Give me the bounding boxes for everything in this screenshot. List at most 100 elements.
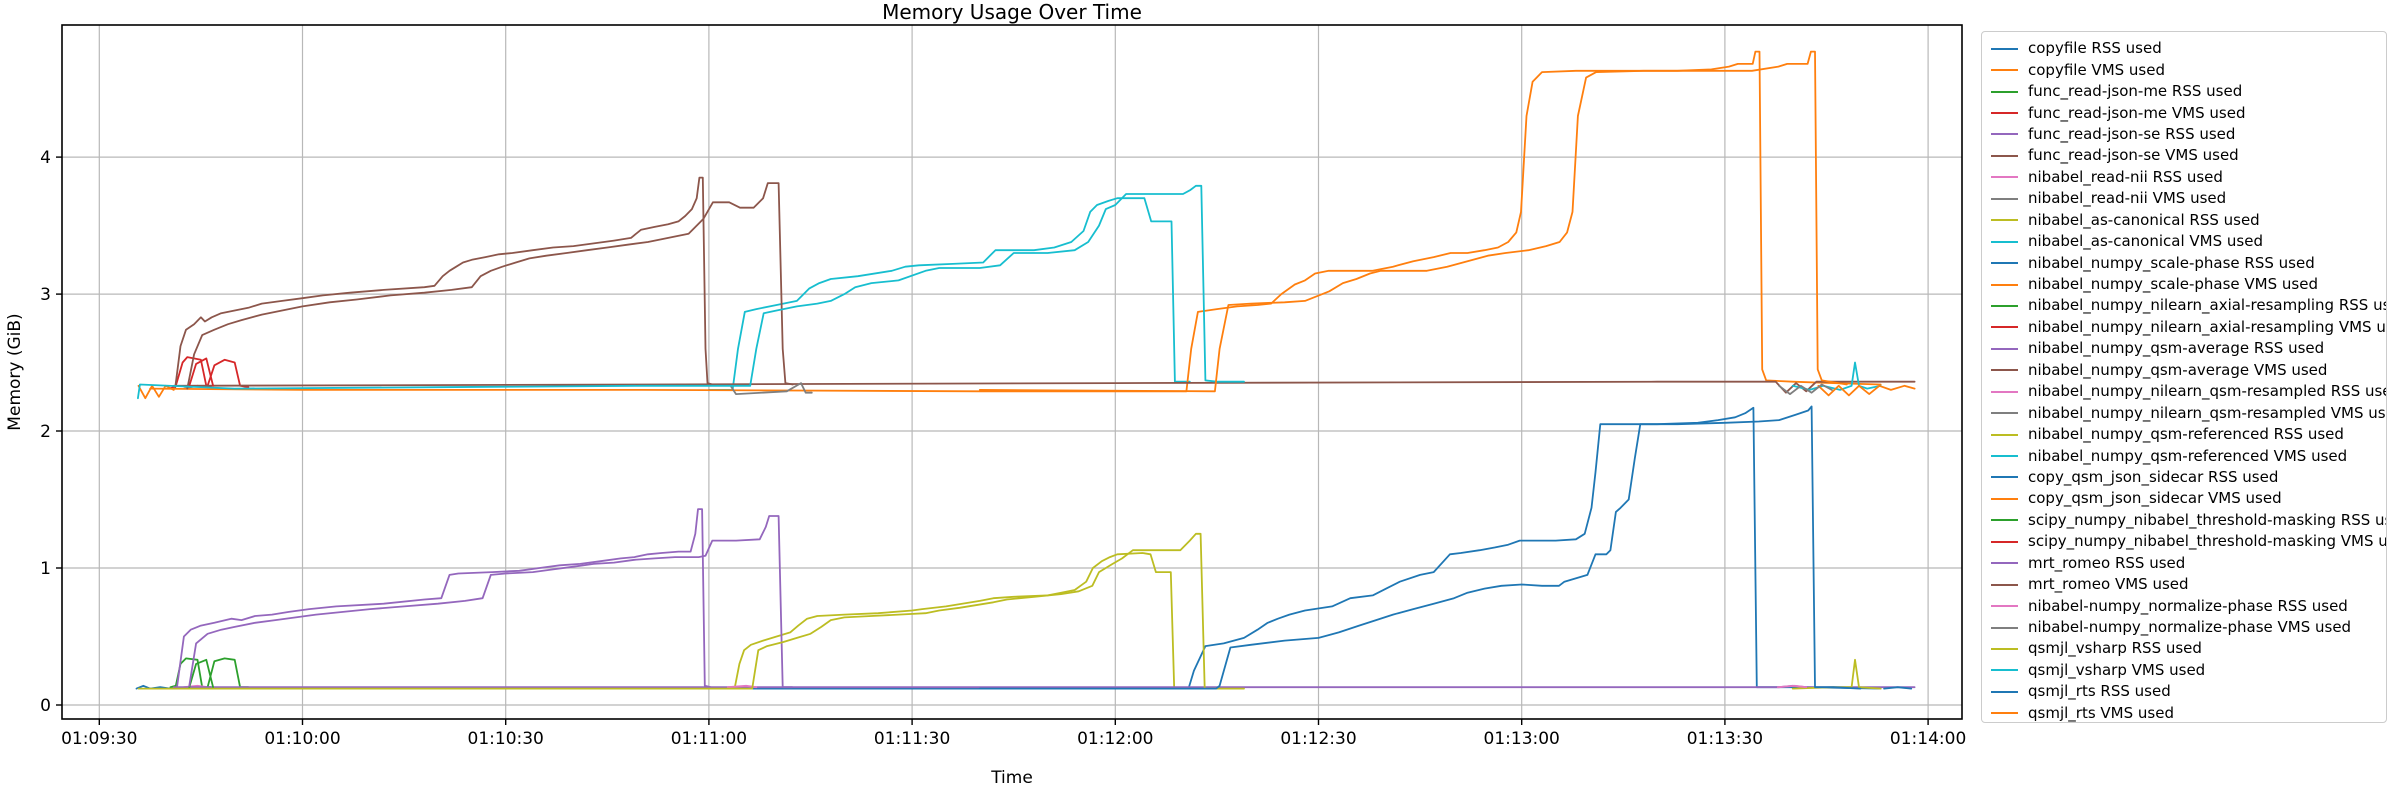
legend-item: nibabel_numpy_qsm-average RSS used xyxy=(1991,338,2386,359)
legend-swatch xyxy=(1991,605,2018,608)
legend-item: nibabel_numpy_scale-phase RSS used xyxy=(1991,252,2386,273)
plot-frame xyxy=(61,24,1963,720)
legend-swatch xyxy=(1991,197,2018,200)
chart-title: Memory Usage Over Time xyxy=(882,0,1142,24)
legend-item: nibabel_as-canonical RSS used xyxy=(1991,210,2386,231)
x-tick-label: 01:11:30 xyxy=(874,729,950,749)
legend-swatch xyxy=(1991,647,2018,650)
legend-label: nibabel_numpy_nilearn_axial-resampling V… xyxy=(2028,317,2387,336)
legend-label: qsmjl_vsharp VMS used xyxy=(2028,660,2206,679)
series-line xyxy=(137,384,175,400)
legend-label: nibabel_as-canonical RSS used xyxy=(2028,210,2260,229)
series-line xyxy=(1791,658,1882,690)
legend-item: func_read-json-se RSS used xyxy=(1991,124,2386,145)
legend-swatch xyxy=(1991,219,2018,222)
legend-label: nibabel_numpy_scale-phase RSS used xyxy=(2028,253,2315,272)
legend-label: copy_qsm_json_sidecar VMS used xyxy=(2028,489,2282,508)
legend-label: mrt_romeo RSS used xyxy=(2028,553,2186,572)
legend-swatch xyxy=(1991,519,2018,522)
x-tick-label: 01:13:00 xyxy=(1484,729,1560,749)
legend-swatch xyxy=(1991,669,2018,672)
legend-item: qsmjl_rts RSS used xyxy=(1991,681,2386,702)
legend-label: nibabel_numpy_qsm-referenced RSS used xyxy=(2028,425,2344,444)
legend-swatch xyxy=(1991,133,2018,136)
legend-item: scipy_numpy_nibabel_threshold-masking VM… xyxy=(1991,531,2386,552)
legend-box: copyfile RSS used copyfile VMS used func_r… xyxy=(1981,31,2387,723)
legend-swatch xyxy=(1991,90,2018,93)
legend-swatch xyxy=(1991,369,2018,372)
series-line xyxy=(1776,684,1808,689)
x-tick-label: 01:12:00 xyxy=(1077,729,1153,749)
series-line xyxy=(136,184,1245,400)
legend-item: nibabel_numpy_qsm-referenced VMS used xyxy=(1991,445,2386,466)
y-axis-label: Memory (GiB) xyxy=(5,313,25,430)
legend-label: nibabel_numpy_qsm-average VMS used xyxy=(2028,360,2328,379)
legend-swatch xyxy=(1991,262,2018,265)
legend-item: nibabel_numpy_nilearn_qsm-resampled VMS … xyxy=(1991,402,2386,423)
series-line xyxy=(186,182,794,390)
legend-label: nibabel_numpy_nilearn_qsm-resampled RSS … xyxy=(2028,382,2387,401)
legend-label: func_read-json-se RSS used xyxy=(2028,124,2236,143)
x-axis-label: Time xyxy=(990,768,1033,788)
legend-item: func_read-json-me VMS used xyxy=(1991,102,2386,123)
series-line xyxy=(174,176,714,390)
legend-label: scipy_numpy_nibabel_threshold-masking RS… xyxy=(2028,510,2387,529)
legend-item: nibabel_numpy_nilearn_axial-resampling R… xyxy=(1991,295,2386,316)
y-tick-label: 4 xyxy=(40,148,51,168)
series-line xyxy=(206,358,250,389)
legend-label: nibabel_numpy_qsm-referenced VMS used xyxy=(2028,446,2348,465)
y-tick-label: 1 xyxy=(40,559,51,579)
y-tick-label: 2 xyxy=(40,422,51,442)
tick-marks xyxy=(56,156,1929,725)
legend-swatch xyxy=(1991,476,2018,479)
legend-item: nibabel_numpy_qsm-average VMS used xyxy=(1991,360,2386,381)
series-line xyxy=(1817,384,1916,397)
legend-swatch xyxy=(1991,47,2018,50)
legend-swatch xyxy=(1991,690,2018,693)
y-tick-label: 0 xyxy=(40,696,51,716)
legend-label: copyfile VMS used xyxy=(2028,60,2165,79)
series-line xyxy=(1791,361,1882,391)
legend-label: func_read-json-se VMS used xyxy=(2028,146,2239,165)
gridlines xyxy=(62,25,1962,719)
legend-item: copyfile RSS used xyxy=(1991,38,2386,59)
legend-item: copy_qsm_json_sidecar VMS used xyxy=(1991,488,2386,509)
legend-label: copyfile RSS used xyxy=(2028,39,2162,58)
legend-label: nibabel_read-nii RSS used xyxy=(2028,167,2223,186)
tick-labels: 01:09:30 01:10:00 01:10:30 01:11:00 01:11:30… xyxy=(40,148,1966,749)
legend-swatch xyxy=(1991,390,2018,393)
legend-item: nibabel_as-canonical VMS used xyxy=(1991,231,2386,252)
legend-item: mrt_romeo RSS used xyxy=(1991,553,2386,574)
legend-label: nibabel_numpy_nilearn_qsm-resampled VMS … xyxy=(2028,403,2387,422)
legend-item: qsmjl_rts VMS used xyxy=(1991,703,2386,722)
legend-swatch xyxy=(1991,412,2018,415)
legend-label: qsmjl_rts VMS used xyxy=(2028,703,2174,722)
legend-swatch xyxy=(1991,626,2018,629)
series-line xyxy=(188,357,215,387)
legend-item: func_read-json-se VMS used xyxy=(1991,145,2386,166)
series-line xyxy=(978,405,1862,690)
legend-swatch xyxy=(1991,112,2018,115)
series-line xyxy=(172,684,1916,689)
legend-swatch xyxy=(1991,304,2018,307)
x-tick-label: 01:10:00 xyxy=(264,729,340,749)
legend-item: nibabel_numpy_scale-phase VMS used xyxy=(1991,274,2386,295)
series-line xyxy=(729,382,813,396)
legend-label: scipy_numpy_nibabel_threshold-masking VM… xyxy=(2028,532,2387,551)
series-line xyxy=(149,406,1882,690)
series-line xyxy=(1778,383,1833,396)
legend-label: nibabel_numpy_scale-phase VMS used xyxy=(2028,275,2318,294)
legend-swatch xyxy=(1991,176,2018,179)
y-tick-label: 3 xyxy=(40,285,51,305)
x-tick-label: 01:12:30 xyxy=(1280,729,1356,749)
x-tick-label: 01:09:30 xyxy=(61,729,137,749)
legend-label: nibabel-numpy_normalize-phase VMS used xyxy=(2028,618,2352,637)
legend-label: func_read-json-me RSS used xyxy=(2028,82,2243,101)
legend-item: qsmjl_vsharp RSS used xyxy=(1991,638,2386,659)
x-tick-label: 01:14:00 xyxy=(1890,729,1966,749)
legend-item: scipy_numpy_nibabel_threshold-masking RS… xyxy=(1991,510,2386,531)
series-line xyxy=(206,657,250,689)
legend-swatch xyxy=(1991,712,2018,715)
